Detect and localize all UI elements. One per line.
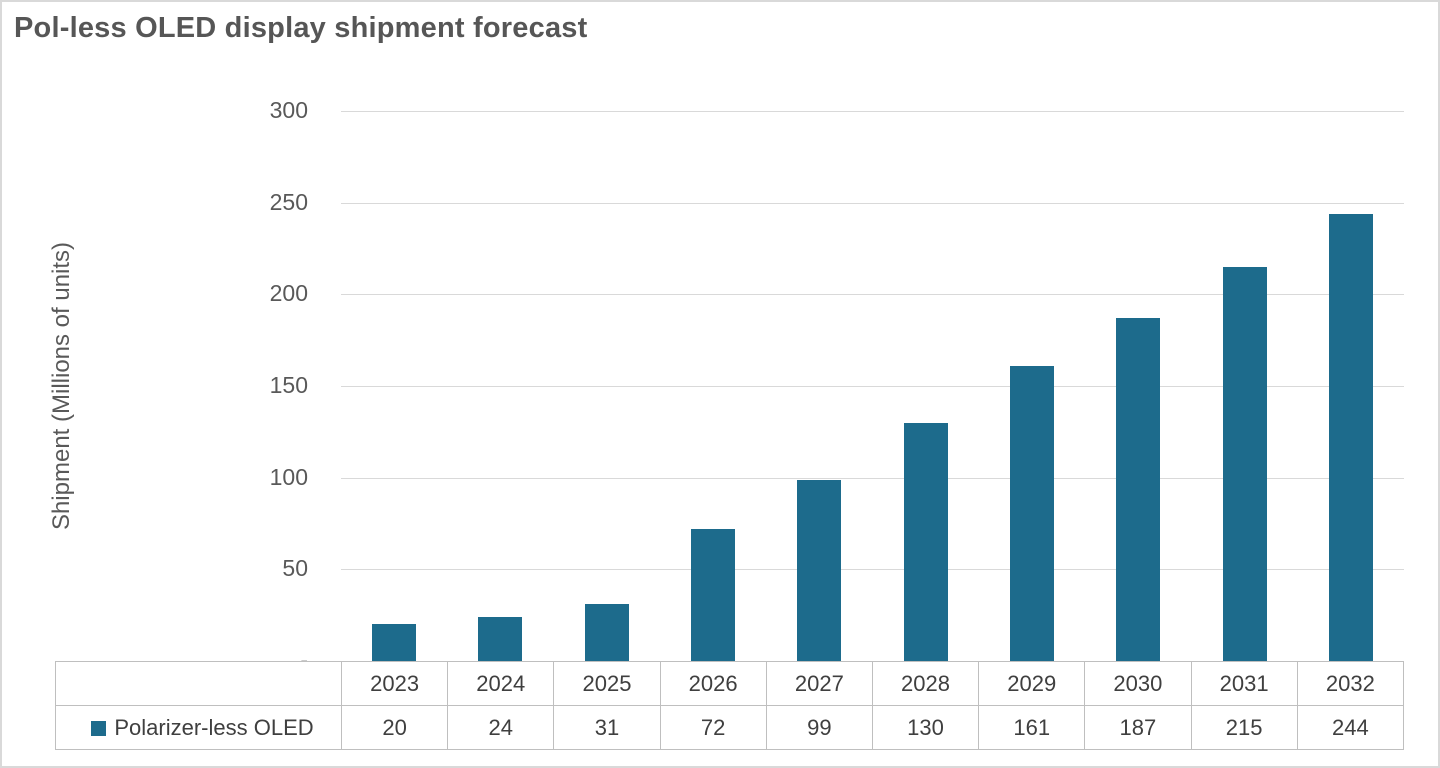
value-cell-2024: 24 [447, 705, 555, 750]
y-tick-label: 250 [269, 188, 308, 215]
legend-square-marker-icon [91, 720, 107, 736]
gridline [341, 386, 1404, 387]
gridline [341, 111, 1404, 112]
y-tick-label: 100 [269, 463, 308, 490]
gridline [341, 477, 1404, 479]
value-cell-2026: 72 [659, 705, 767, 750]
year-header-cell-2023: 2023 [340, 661, 449, 706]
legend-cell: Polarizer-less OLED [55, 705, 342, 750]
bar-2032 [1328, 213, 1373, 661]
y-tick-label: 50 [282, 555, 308, 582]
chart-title: Pol-less OLED display shipment forecast [14, 12, 588, 44]
bar-2026 [691, 529, 736, 661]
legend-label: Polarizer-less OLED [114, 714, 314, 740]
year-header-cell-2030: 2030 [1084, 661, 1192, 706]
year-header-cell-2029: 2029 [978, 661, 1086, 706]
y-axis-title: Shipment (Millions of units) [48, 241, 75, 531]
table-corner-cell [55, 661, 342, 706]
bar-2027 [797, 479, 842, 661]
year-header-cell-2026: 2026 [659, 661, 767, 706]
bar-2025 [584, 604, 629, 661]
bar-2028 [903, 422, 948, 661]
bar-2024 [478, 617, 523, 661]
value-cell-2029: 161 [978, 705, 1086, 750]
value-cell-2025: 31 [553, 705, 661, 750]
y-tick-label: 300 [269, 97, 308, 123]
year-header-cell-2024: 2024 [447, 661, 555, 706]
year-header-cell-2032: 2032 [1296, 661, 1405, 706]
y-tick-label: 200 [269, 280, 308, 307]
gridline [341, 294, 1404, 296]
value-cell-2023: 20 [340, 705, 449, 750]
y-tick-label: 150 [269, 372, 308, 398]
bar-2023 [372, 624, 417, 661]
value-cell-2031: 215 [1190, 705, 1298, 750]
bar-2030 [1116, 318, 1161, 661]
value-cell-2032: 244 [1296, 705, 1405, 750]
year-header-cell-2028: 2028 [871, 661, 980, 706]
bar-2029 [1009, 365, 1054, 661]
value-cell-2027: 99 [765, 705, 873, 750]
gridline [341, 202, 1404, 204]
gridline [341, 569, 1404, 571]
year-header-cell-2025: 2025 [553, 661, 661, 706]
year-header-cell-2027: 2027 [765, 661, 873, 706]
plot-area [341, 111, 1404, 662]
value-cell-2028: 130 [871, 705, 980, 750]
bar-2031 [1222, 266, 1267, 661]
year-header-cell-2031: 2031 [1190, 661, 1298, 706]
data-table: 2023 2024 2025 2026 2027 2028 2029 2030 2031 2032… [55, 661, 1405, 750]
value-cell-2030: 187 [1084, 705, 1192, 750]
